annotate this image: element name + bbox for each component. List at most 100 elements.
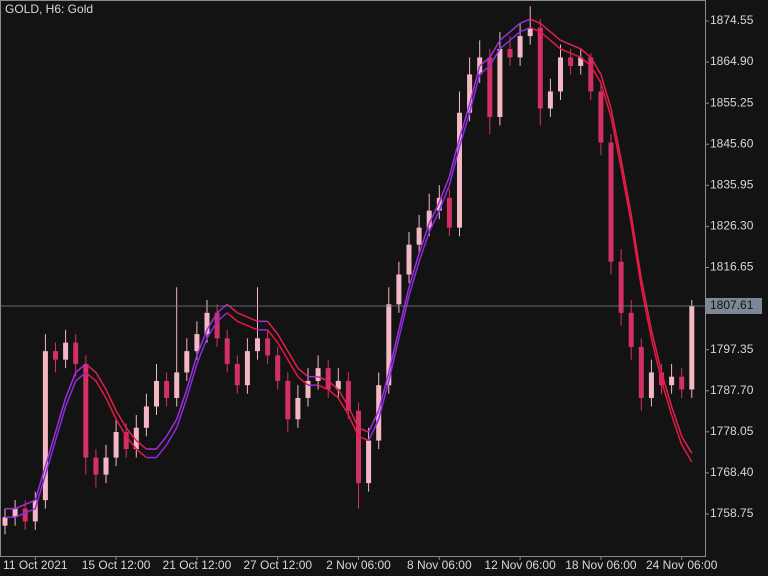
ma-segment — [247, 316, 258, 323]
candle-body — [113, 432, 119, 458]
candle-body — [335, 380, 341, 390]
ma-segment — [458, 104, 471, 139]
y-tick-label: 1768.40 — [710, 465, 754, 479]
ma-segment — [539, 31, 551, 41]
ma-segment — [115, 418, 127, 437]
x-tick-label: 27 Oct 12:00 — [243, 558, 312, 572]
ma-segment — [377, 380, 390, 420]
ma-segment — [590, 57, 602, 75]
ma-segment — [408, 253, 420, 288]
candle-body — [234, 363, 240, 386]
ma-segment — [458, 112, 471, 148]
ma-segment — [85, 363, 97, 373]
candle-body — [305, 380, 311, 398]
ma-segment — [367, 410, 380, 433]
ma-segment — [196, 338, 208, 365]
y-tick-label: 1816.65 — [710, 260, 754, 274]
ma-segment — [54, 406, 67, 441]
ma-segment — [247, 324, 258, 331]
ma-segment — [358, 427, 369, 433]
y-tick-label: 1855.25 — [710, 95, 754, 109]
ma-segment — [358, 435, 369, 442]
ma-segment — [398, 287, 410, 331]
ma-segment — [388, 329, 400, 373]
candle-body — [406, 244, 412, 275]
ma-segment — [297, 367, 309, 378]
ma-segment — [14, 512, 26, 518]
ma-segment — [600, 82, 612, 118]
ma-segment — [499, 31, 511, 41]
ma-segment — [630, 214, 643, 279]
ma-segment — [317, 375, 329, 382]
candle-body — [426, 210, 432, 228]
ma-segment — [196, 329, 208, 356]
ma-segment — [24, 507, 36, 514]
candle-body — [123, 432, 129, 450]
ma-segment — [135, 448, 147, 459]
ma-segment — [479, 65, 491, 75]
ma-segment — [14, 503, 26, 510]
candle-body — [547, 91, 553, 109]
ma-segment — [408, 261, 420, 297]
candle-body — [103, 457, 109, 475]
candle-body — [164, 380, 170, 398]
ma-segment — [44, 431, 57, 467]
ma-segment — [24, 499, 36, 506]
y-tick-label: 1826.30 — [710, 219, 754, 233]
ma-segment — [489, 39, 501, 58]
ma-segment — [549, 31, 561, 41]
y-tick-label: 1758.75 — [710, 506, 754, 520]
candle-body — [143, 406, 149, 428]
candle-body — [558, 57, 563, 92]
ma-segment — [681, 444, 693, 463]
ma-segment — [64, 380, 77, 407]
ma-segment — [337, 389, 350, 407]
y-tick-label: 1835.95 — [710, 177, 754, 191]
candle-body — [204, 312, 210, 335]
ma-segment — [155, 444, 168, 459]
ma-segment — [175, 389, 188, 420]
y-tick-label: 1845.60 — [710, 136, 754, 150]
candle-body — [689, 305, 695, 390]
ma-segment — [620, 159, 632, 216]
candle-body — [93, 457, 99, 475]
candle-body — [63, 342, 69, 360]
y-tick-label: 1787.70 — [710, 383, 754, 397]
candle-body — [42, 351, 48, 501]
candle-body — [255, 338, 260, 352]
candle-body — [244, 351, 250, 386]
ma-segment — [206, 312, 218, 331]
x-tick-label: 2 Nov 06:00 — [326, 558, 391, 572]
ma-segment — [377, 372, 390, 411]
y-tick-label: 1864.90 — [710, 54, 754, 68]
ma-segment — [125, 435, 137, 450]
ma-segment — [560, 39, 571, 46]
x-tick-label: 8 Nov 06:00 — [407, 558, 472, 572]
candle-body — [376, 385, 382, 441]
candle-body — [638, 346, 644, 398]
ma-segment — [681, 435, 693, 454]
candle-body — [608, 142, 614, 262]
ma-segment — [499, 39, 511, 50]
y-tick-label: 1874.55 — [710, 13, 754, 27]
ma-segment — [85, 371, 97, 382]
candle-body — [386, 304, 392, 386]
ma-segment — [237, 320, 248, 327]
ma-segment — [347, 414, 360, 437]
ma-segment — [327, 380, 339, 391]
ma-segment — [237, 312, 248, 318]
x-tick-label: 15 Oct 12:00 — [82, 558, 151, 572]
candle-body — [53, 351, 58, 360]
ma-segment — [448, 138, 461, 177]
ma-segment — [590, 65, 602, 84]
candle-body — [275, 355, 281, 381]
ma-segment — [398, 295, 410, 339]
candle-body — [133, 427, 139, 450]
candle-body — [578, 57, 584, 66]
ma-segment — [327, 388, 339, 399]
candle-body — [285, 380, 291, 420]
x-tick-label: 11 Oct 2021 — [3, 558, 68, 572]
x-tick-label: 18 Nov 06:00 — [565, 558, 637, 572]
ma-segment — [44, 440, 57, 475]
ma-segment — [428, 201, 440, 224]
